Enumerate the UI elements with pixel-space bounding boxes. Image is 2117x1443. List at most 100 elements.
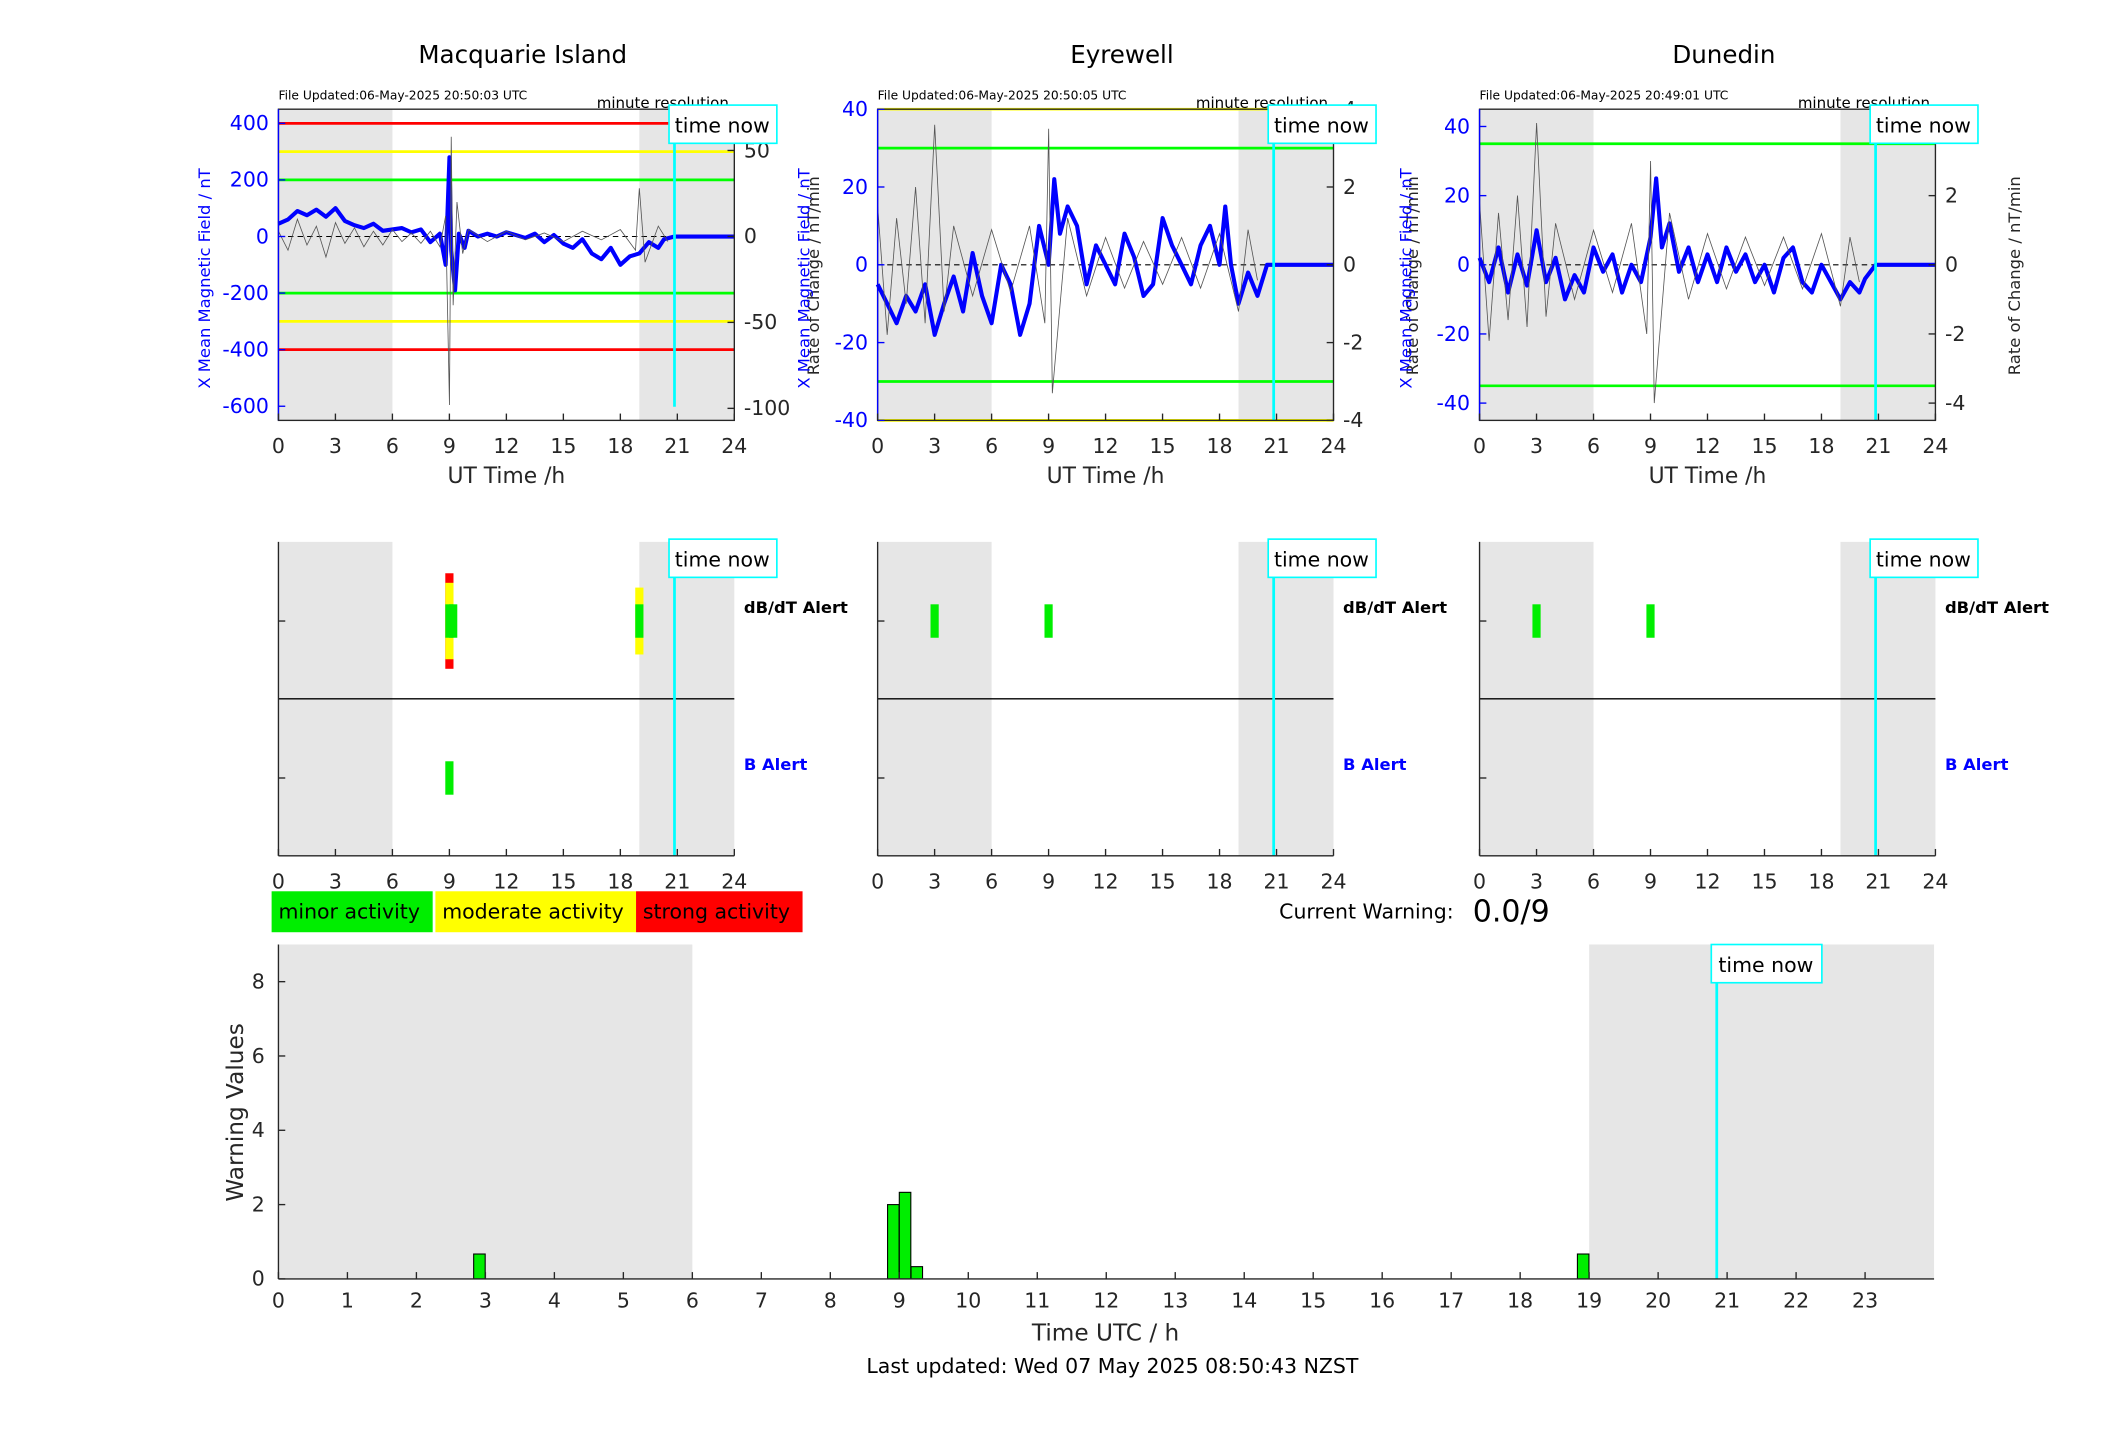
rate-series-line bbox=[1479, 122, 1860, 404]
x-tick-label: 3 bbox=[1530, 870, 1543, 894]
x-tick-label: 21 bbox=[1865, 434, 1891, 458]
x-tick-label: 11 bbox=[1024, 1289, 1050, 1313]
x-tick-label: 3 bbox=[479, 1289, 492, 1313]
b-alert-label: B Alert bbox=[744, 755, 808, 774]
x-tick-label: 9 bbox=[1644, 434, 1657, 458]
x-tick-label: 6 bbox=[1587, 870, 1600, 894]
x-tick-label: 0 bbox=[272, 1289, 285, 1313]
x-tick-label: 22 bbox=[1783, 1289, 1809, 1313]
b-alert-label: B Alert bbox=[1343, 755, 1407, 774]
right-y-axis-label: Rate of Change / nT/min bbox=[804, 176, 823, 375]
warning-bar bbox=[473, 1253, 486, 1280]
x-tick-label: 12 bbox=[1093, 434, 1119, 458]
x-tick-label: 9 bbox=[443, 434, 456, 458]
field-series-line bbox=[1477, 176, 1936, 302]
x-tick-label: 8 bbox=[824, 1289, 837, 1313]
x-tick-label: 24 bbox=[1320, 870, 1346, 894]
time-now-box bbox=[1869, 538, 1979, 579]
x-tick-label: 6 bbox=[386, 434, 399, 458]
left-y-axis-label: X Mean Magnetic Field / nT bbox=[195, 167, 214, 388]
x-tick-label: 21 bbox=[664, 434, 690, 458]
x-tick-label: 15 bbox=[1150, 870, 1176, 894]
x-tick-label: 12 bbox=[1694, 870, 1720, 894]
time-now-box bbox=[1267, 538, 1377, 579]
right-tick-label: 0 bbox=[1945, 253, 1958, 277]
right-tick-label: 0 bbox=[1343, 253, 1356, 277]
x-tick-label: 3 bbox=[1530, 434, 1543, 458]
night-shading bbox=[278, 944, 693, 1279]
rate-series-line bbox=[278, 136, 669, 405]
warning-bar bbox=[1576, 1253, 1590, 1280]
x-tick-label: 23 bbox=[1852, 1289, 1878, 1313]
x-tick-label: 21 bbox=[1263, 870, 1289, 894]
x-tick-label: 3 bbox=[928, 434, 941, 458]
x-tick-label: 3 bbox=[329, 870, 342, 894]
right-tick-label: -100 bbox=[744, 396, 790, 420]
time-now-label: time now bbox=[1274, 113, 1369, 137]
x-tick-label: 6 bbox=[686, 1289, 699, 1313]
x-tick-label: 15 bbox=[550, 870, 576, 894]
time-now-label: time now bbox=[1876, 547, 1971, 571]
time-now-label: time now bbox=[1718, 953, 1813, 977]
x-axis-label: Time UTC / h bbox=[1031, 1319, 1179, 1346]
x-tick-label: 0 bbox=[272, 434, 285, 458]
x-tick-label: 20 bbox=[1645, 1289, 1671, 1313]
left-tick-label: -400 bbox=[222, 337, 268, 361]
legend-swatch bbox=[636, 891, 803, 933]
x-tick-label: 3 bbox=[329, 434, 342, 458]
x-tick-label: 2 bbox=[410, 1289, 423, 1313]
right-tick-label: -2 bbox=[1945, 322, 1965, 346]
x-tick-label: 24 bbox=[721, 434, 747, 458]
warning-bar bbox=[898, 1191, 912, 1280]
x-tick-label: 9 bbox=[1042, 434, 1055, 458]
last-updated-text: Last updated: Wed 07 May 2025 08:50:43 N… bbox=[866, 1354, 1359, 1378]
x-tick-label: 1 bbox=[341, 1289, 354, 1313]
field-series-line bbox=[875, 177, 1334, 337]
x-tick-label: 0 bbox=[1473, 870, 1486, 894]
x-tick-label: 12 bbox=[493, 870, 519, 894]
left-tick-label: 20 bbox=[842, 175, 868, 199]
left-tick-label: 200 bbox=[230, 168, 269, 192]
x-tick-label: 18 bbox=[1207, 434, 1233, 458]
x-tick-label: 17 bbox=[1438, 1289, 1464, 1313]
x-tick-label: 5 bbox=[617, 1289, 630, 1313]
left-y-axis-label: X Mean Magnetic Field / nT bbox=[794, 167, 813, 388]
y-tick-label: 4 bbox=[252, 1118, 265, 1142]
legend-label: minor activity bbox=[278, 900, 420, 924]
station-title: Dunedin bbox=[1672, 40, 1775, 69]
current-warning-label: Current Warning: bbox=[1279, 900, 1453, 924]
warning-bar bbox=[887, 1204, 900, 1280]
x-tick-label: 15 bbox=[1150, 434, 1176, 458]
night-shading bbox=[639, 109, 735, 421]
file-updated-text: File Updated:06-May-2025 20:50:03 UTC bbox=[278, 89, 527, 103]
x-tick-label: 18 bbox=[1207, 870, 1233, 894]
x-tick-label: 18 bbox=[607, 434, 633, 458]
time-now-box bbox=[1267, 104, 1377, 145]
right-y-axis-label: Rate of Change / nT/min bbox=[2005, 176, 2024, 375]
legend-label: strong activity bbox=[643, 900, 790, 924]
y-tick-label: 0 bbox=[252, 1267, 265, 1291]
time-now-label: time now bbox=[675, 547, 770, 571]
x-tick-label: 0 bbox=[871, 434, 884, 458]
x-tick-label: 19 bbox=[1576, 1289, 1602, 1313]
x-tick-label: 9 bbox=[1644, 870, 1657, 894]
time-now-box bbox=[668, 104, 778, 145]
right-tick-label: -4 bbox=[1343, 408, 1363, 432]
x-tick-label: 18 bbox=[1507, 1289, 1533, 1313]
night-shading bbox=[1589, 944, 1935, 1279]
night-shading bbox=[278, 109, 393, 421]
x-tick-label: 9 bbox=[1042, 870, 1055, 894]
right-tick-label: -50 bbox=[744, 310, 777, 334]
x-tick-label: 21 bbox=[1865, 870, 1891, 894]
left-tick-label: 0 bbox=[855, 253, 868, 277]
x-tick-label: 9 bbox=[893, 1289, 906, 1313]
x-tick-label: 6 bbox=[386, 870, 399, 894]
alert-mark bbox=[635, 604, 644, 638]
left-tick-label: 20 bbox=[1444, 183, 1470, 207]
right-tick-label: -4 bbox=[1945, 391, 1965, 415]
b-alert-label: B Alert bbox=[1945, 755, 2009, 774]
night-shading bbox=[1479, 109, 1594, 421]
y-tick-label: 6 bbox=[252, 1044, 265, 1068]
time-now-label: time now bbox=[1876, 113, 1971, 137]
left-tick-label: -20 bbox=[835, 330, 868, 354]
